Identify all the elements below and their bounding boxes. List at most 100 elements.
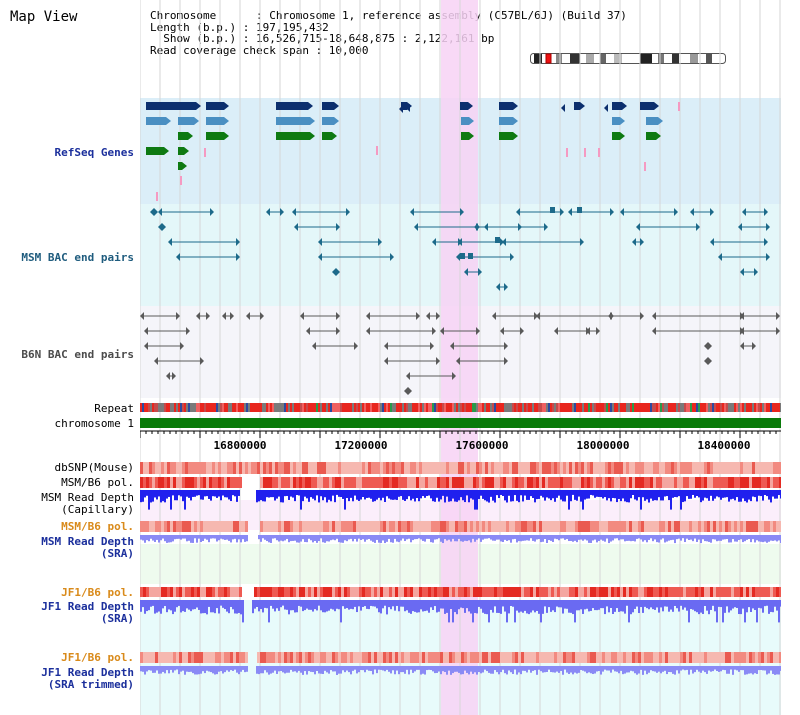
axis-tick-label[interactable]: 17600000 [456, 439, 509, 452]
msm-bac-end[interactable] [510, 253, 514, 261]
b6n-bac-end[interactable] [176, 312, 180, 320]
gene-tick[interactable] [644, 162, 646, 171]
gene-arrow[interactable] [604, 104, 608, 112]
msm-bac-end[interactable] [620, 208, 624, 216]
gene-block[interactable] [499, 102, 513, 110]
b6n-bac-end[interactable] [306, 327, 310, 335]
b6n-bac-end[interactable] [456, 357, 460, 365]
gene-block[interactable] [322, 117, 334, 125]
b6n-bac-end[interactable] [260, 312, 264, 320]
b6n-bac-end[interactable] [596, 327, 600, 335]
gene-block[interactable] [276, 132, 310, 140]
gene-block[interactable] [499, 117, 513, 125]
gene-block[interactable] [499, 132, 513, 140]
b6n-bac-end[interactable] [652, 312, 656, 320]
b6n-bac-end[interactable] [554, 327, 558, 335]
b6n-bac-end[interactable] [230, 312, 234, 320]
b6n-bac-end[interactable] [504, 357, 508, 365]
b6n-bac-end[interactable] [406, 372, 410, 380]
track-label-jf1-read-depth-sra[interactable]: JF1 Read Depth (SRA) [0, 601, 134, 625]
msm-bac-end[interactable] [318, 238, 322, 246]
gene-block[interactable] [401, 102, 407, 110]
gene-arrow[interactable] [620, 117, 625, 125]
msm-bac-end[interactable] [266, 208, 270, 216]
track-label-msm-b6-pol[interactable]: MSM/B6 pol. [61, 476, 134, 489]
gene-block[interactable] [168, 102, 196, 110]
msm-bac-end[interactable] [432, 238, 436, 246]
b6n-bac-end[interactable] [180, 342, 184, 350]
gene-arrow[interactable] [224, 102, 229, 110]
b6n-bac-end[interactable] [640, 312, 644, 320]
msm-bac-end[interactable] [294, 223, 298, 231]
b6n-bac-end[interactable] [536, 312, 540, 320]
gene-arrow[interactable] [469, 117, 474, 125]
msm-bac-end[interactable] [580, 238, 584, 246]
b6n-bac-end[interactable] [476, 327, 480, 335]
msm-bac-end[interactable] [632, 238, 636, 246]
gene-block[interactable] [646, 117, 658, 125]
gene-block[interactable] [178, 147, 184, 155]
b6n-bac-end[interactable] [586, 327, 590, 335]
gene-block[interactable] [460, 102, 468, 110]
axis-tick-label[interactable]: 16800000 [214, 439, 267, 452]
b6n-bac-end[interactable] [336, 327, 340, 335]
gene-block[interactable] [178, 162, 182, 170]
gene-arrow[interactable] [334, 117, 339, 125]
bac-marker[interactable] [577, 207, 582, 213]
msm-bac-end[interactable] [292, 208, 296, 216]
gene-arrow[interactable] [513, 117, 518, 125]
gene-arrow[interactable] [622, 102, 627, 110]
b6n-bac-end[interactable] [408, 387, 412, 395]
gene-tick[interactable] [584, 148, 586, 157]
axis-tick-label[interactable]: 18400000 [698, 439, 751, 452]
msm-bac-end[interactable] [718, 253, 722, 261]
msm-bac-end[interactable] [236, 253, 240, 261]
b6n-bac-end[interactable] [436, 312, 440, 320]
b6n-bac-end[interactable] [500, 327, 504, 335]
msm-bac-end[interactable] [504, 283, 508, 291]
msm-bac-end[interactable] [502, 238, 506, 246]
b6n-bac-end[interactable] [432, 327, 436, 335]
gene-tick[interactable] [156, 192, 158, 201]
gene-tick[interactable] [376, 146, 378, 155]
gene-block[interactable] [146, 102, 172, 110]
gene-arrow[interactable] [334, 102, 339, 110]
track-label-msm-read-depth-capillary[interactable]: MSM Read Depth (Capillary) [0, 492, 134, 516]
msm-bac-end[interactable] [474, 223, 478, 231]
b6n-bac-end[interactable] [776, 312, 780, 320]
b6n-bac-end[interactable] [144, 327, 148, 335]
track-label-jf1-b6-pol[interactable]: JF1/B6 pol. [61, 586, 134, 599]
gene-arrow[interactable] [194, 117, 199, 125]
b6n-bac-end[interactable] [440, 327, 444, 335]
msm-bac-end[interactable] [168, 238, 172, 246]
msm-bac-end[interactable] [150, 208, 154, 216]
msm-bac-end[interactable] [456, 253, 460, 261]
gene-tick[interactable] [678, 102, 680, 111]
msm-bac-end[interactable] [390, 253, 394, 261]
msm-bac-end[interactable] [710, 208, 714, 216]
b6n-bac-end[interactable] [708, 357, 712, 365]
msm-bac-end[interactable] [740, 268, 744, 276]
msm-bac-end[interactable] [764, 238, 768, 246]
gene-block[interactable] [276, 117, 310, 125]
gene-block[interactable] [146, 117, 166, 125]
b6n-bac-end[interactable] [776, 327, 780, 335]
track-label-msm-b6-pol-2[interactable]: MSM/B6 pol. [61, 520, 134, 533]
msm-bac-end[interactable] [544, 223, 548, 231]
msm-bac-end[interactable] [318, 253, 322, 261]
b6n-bac-end[interactable] [144, 342, 148, 350]
axis-tick-label[interactable]: 18000000 [577, 439, 630, 452]
b6n-bac-end[interactable] [166, 372, 170, 380]
track-label-chromosome[interactable]: chromosome 1 [54, 417, 134, 430]
gene-arrow[interactable] [182, 162, 187, 170]
b6n-bac-end[interactable] [354, 342, 358, 350]
gene-block[interactable] [612, 132, 620, 140]
bac-marker[interactable] [468, 253, 473, 259]
b6n-bac-end[interactable] [708, 342, 712, 350]
gene-arrow[interactable] [166, 117, 171, 125]
gene-arrow[interactable] [406, 104, 410, 112]
b6n-bac-end[interactable] [450, 342, 454, 350]
b6n-bac-end[interactable] [504, 342, 508, 350]
b6n-bac-end[interactable] [430, 342, 434, 350]
msm-bac-end[interactable] [410, 208, 414, 216]
